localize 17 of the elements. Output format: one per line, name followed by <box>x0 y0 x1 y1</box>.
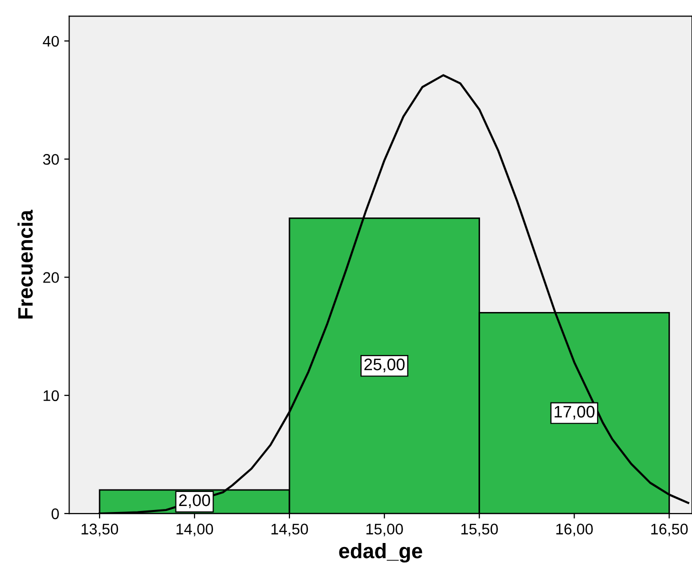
x-axis-title: edad_ge <box>339 543 422 563</box>
y-tick-label: 10 <box>44 390 59 402</box>
y-tick-label: 0 <box>52 508 59 520</box>
x-tick-label: 14,00 <box>176 524 214 536</box>
x-tick-label: 13,50 <box>82 524 118 536</box>
x-tick-label: 16,50 <box>651 524 688 536</box>
x-tick-label: 14,50 <box>272 524 308 536</box>
y-tick-label: 30 <box>43 154 59 165</box>
data-label: 17,00 <box>554 406 594 420</box>
x-tick-label: 15,00 <box>366 524 403 536</box>
data-label: 25,00 <box>364 358 405 372</box>
x-tick-label: 15,50 <box>461 524 498 536</box>
x-tick-label: 16,00 <box>556 524 593 536</box>
y-axis-title: Frecuencia <box>18 210 33 318</box>
data-label: 2,00 <box>179 494 210 508</box>
y-tick-label: 20 <box>43 272 59 283</box>
y-tick-label: 40 <box>42 36 59 47</box>
